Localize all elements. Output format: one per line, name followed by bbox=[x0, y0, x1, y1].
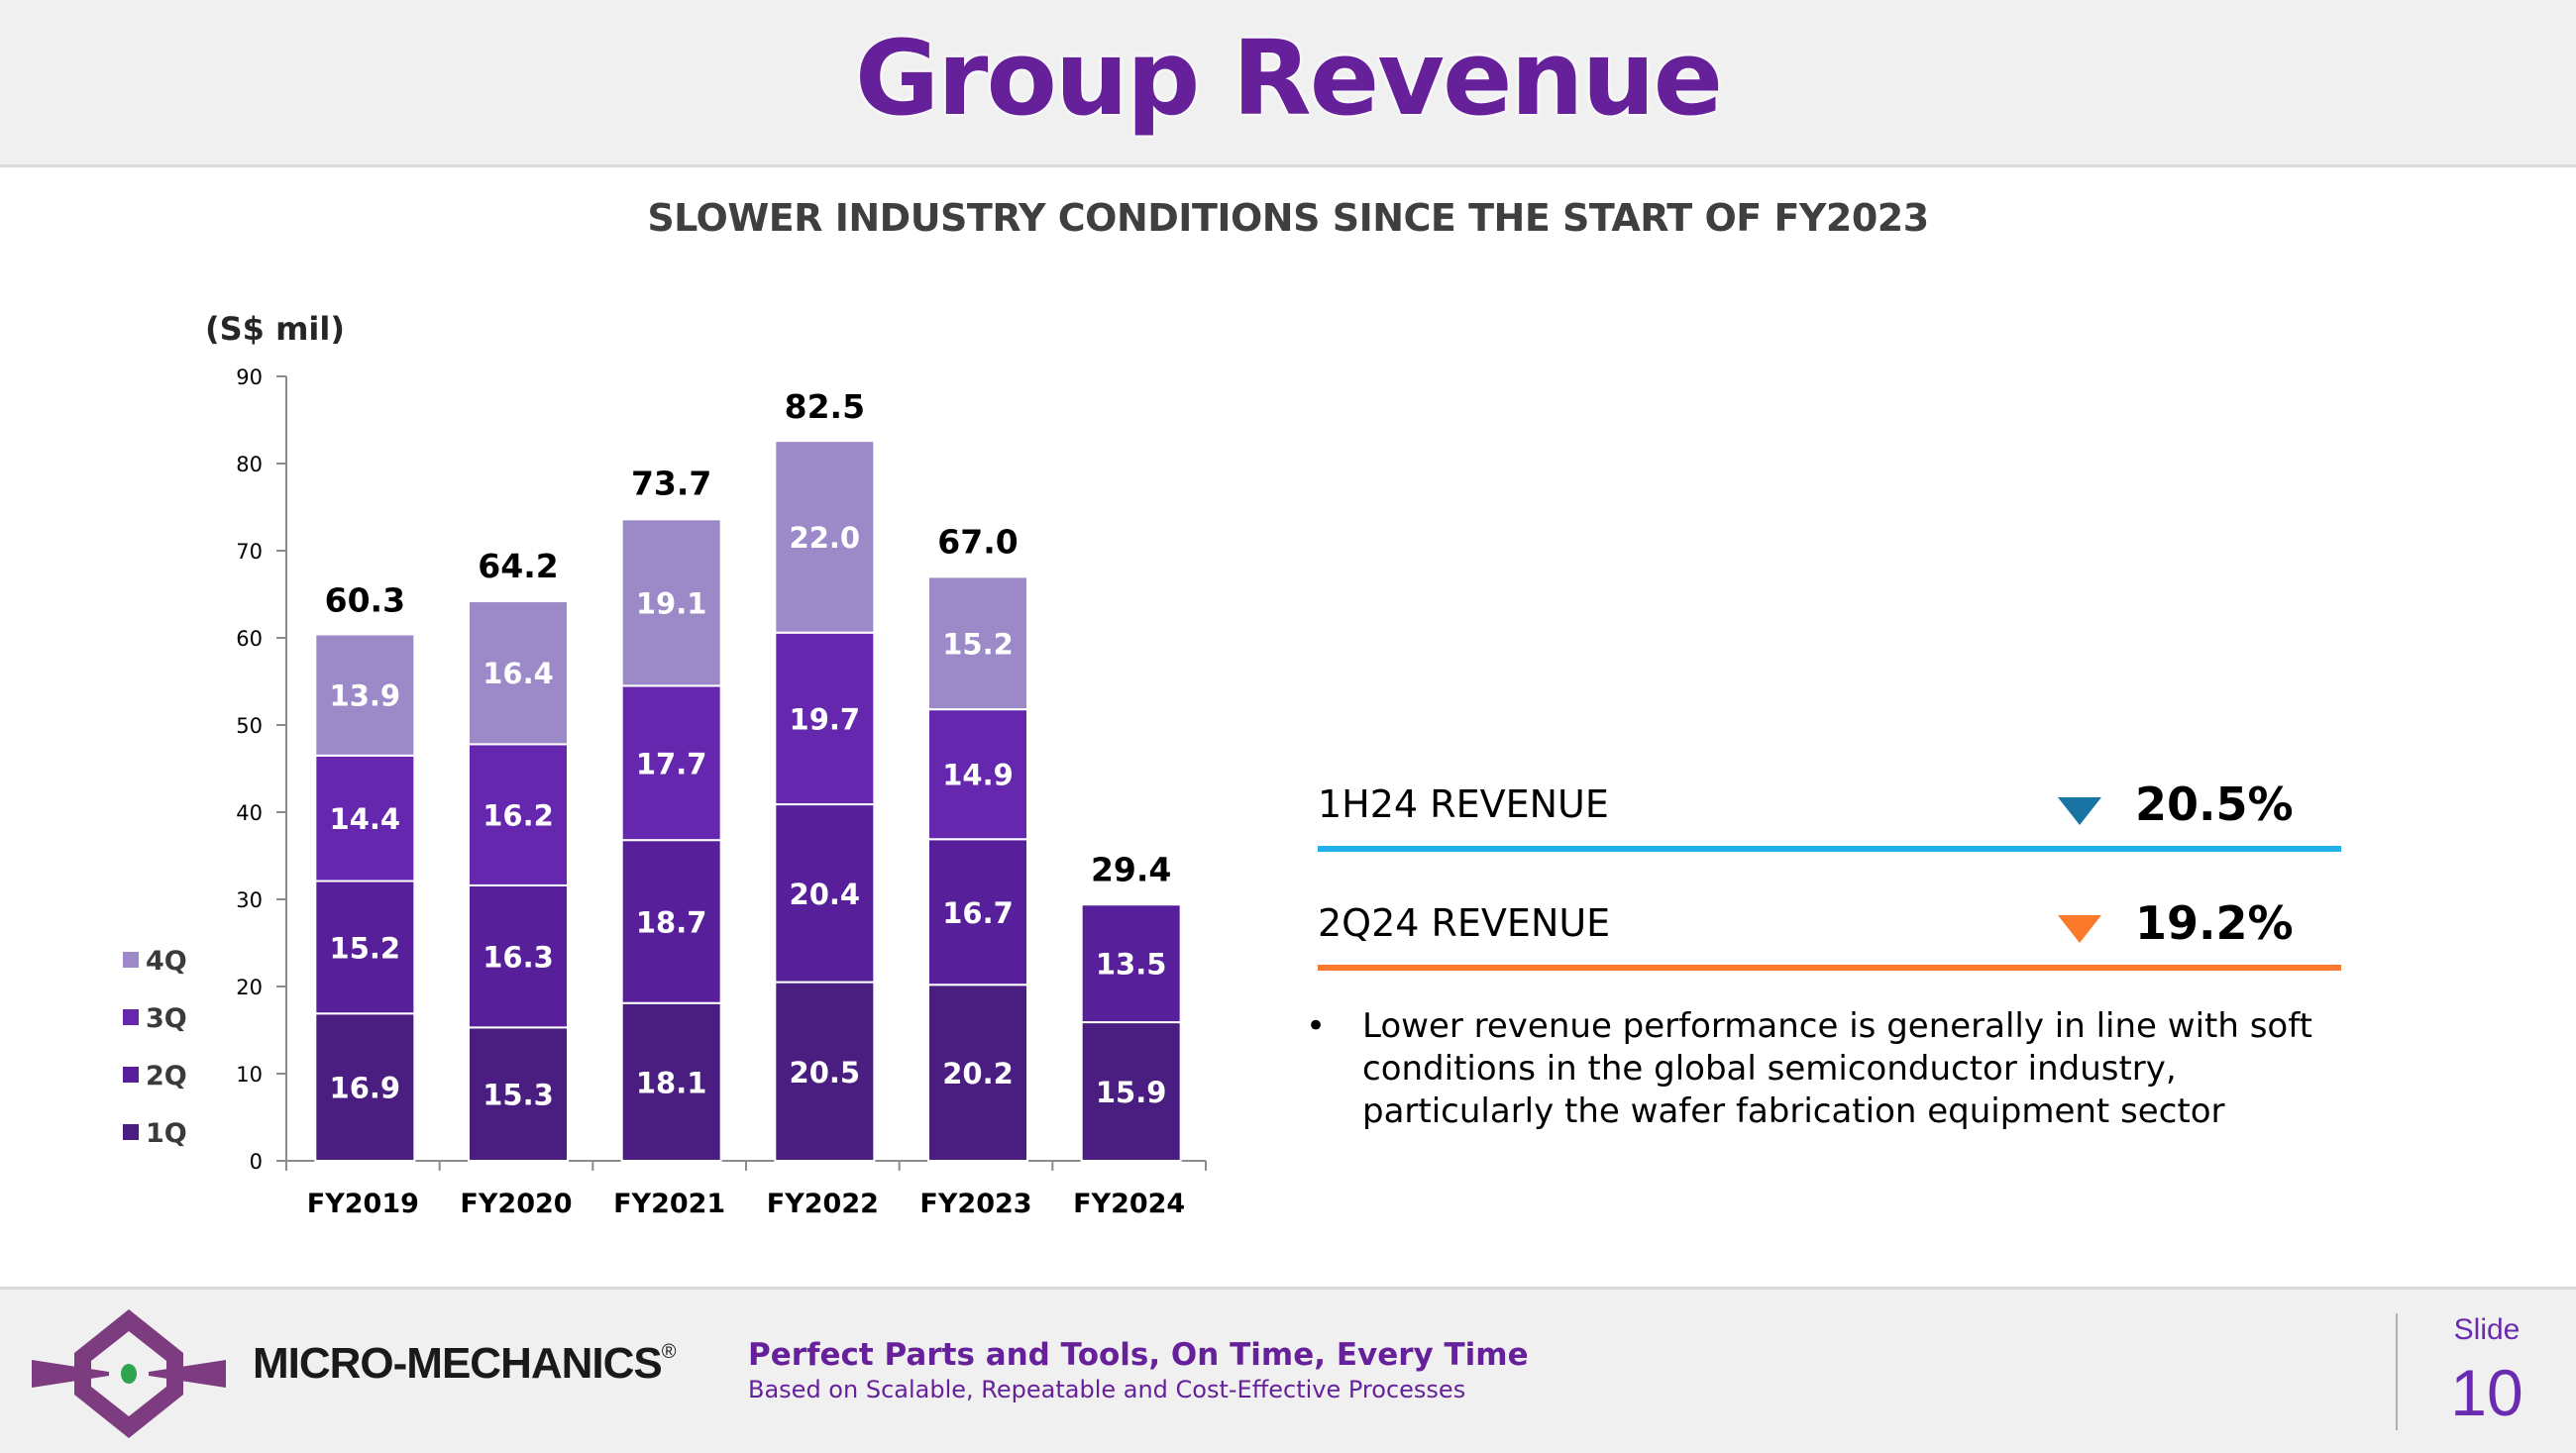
x-tick-label: FY2020 bbox=[460, 1189, 572, 1219]
y-tick-label: 40 bbox=[236, 801, 263, 825]
bar-total-label: 64.2 bbox=[478, 547, 558, 585]
y-tick-label: 50 bbox=[236, 714, 263, 738]
x-tick-label: FY2023 bbox=[919, 1189, 1031, 1219]
bar-value-label: 16.3 bbox=[483, 941, 554, 975]
brand-text: MICRO-MECHANICS bbox=[253, 1339, 663, 1388]
legend-label-4q: 4Q bbox=[146, 946, 187, 977]
bar-segment-4q bbox=[620, 518, 722, 687]
bar-segment-2q bbox=[927, 838, 1028, 986]
bar-value-label: 18.1 bbox=[636, 1066, 707, 1099]
bar-value-label: 16.7 bbox=[942, 896, 1014, 930]
bar-value-label: 15.2 bbox=[942, 627, 1014, 661]
y-tick-label: 30 bbox=[236, 888, 263, 912]
kpi-label-1h24: 1H24 REVENUE bbox=[1318, 782, 1609, 826]
bullet-text: Lower revenue performance is generally i… bbox=[1362, 1006, 2312, 1131]
bar-value-label: 18.7 bbox=[636, 905, 707, 939]
bar-value-label: 15.2 bbox=[330, 931, 401, 965]
legend: 4Q 3Q 2Q 1Q bbox=[123, 946, 187, 1149]
kpi-divider-2q24 bbox=[1318, 965, 2341, 971]
bar-segment-2q bbox=[468, 883, 569, 1029]
x-tick-label: FY2024 bbox=[1073, 1189, 1185, 1219]
micro-mechanics-logo-icon bbox=[32, 1309, 226, 1438]
legend-swatch-2q bbox=[123, 1067, 139, 1083]
bar-segment-4q bbox=[468, 600, 569, 746]
bar-value-label: 20.5 bbox=[790, 1056, 861, 1090]
bar-value-label: 22.0 bbox=[790, 521, 861, 555]
bar-total-label: 73.7 bbox=[631, 464, 711, 502]
y-tick-label: 70 bbox=[236, 540, 263, 564]
bar-value-label: 20.4 bbox=[790, 878, 861, 911]
bar-total-label: 67.0 bbox=[937, 522, 1018, 561]
bar-segment-4q bbox=[927, 575, 1028, 711]
down-arrow-icon bbox=[2058, 797, 2101, 825]
bar-segment-1q bbox=[468, 1026, 569, 1162]
footer-divider bbox=[2396, 1313, 2398, 1430]
bar-value-label: 13.9 bbox=[330, 679, 401, 713]
slide-header bbox=[0, 0, 2576, 167]
bar-segment-2q bbox=[774, 803, 876, 984]
y-tick-label: 10 bbox=[236, 1063, 263, 1087]
x-tick-label: FY2021 bbox=[613, 1189, 725, 1219]
bar-segment-3q bbox=[620, 684, 722, 842]
bar-total-label: 82.5 bbox=[785, 387, 865, 426]
brand-name: MICRO-MECHANICS® bbox=[253, 1339, 676, 1389]
slide-footer bbox=[0, 1287, 2576, 1453]
bar-value-label: 19.7 bbox=[790, 702, 861, 736]
bar-total-label: 29.4 bbox=[1091, 850, 1171, 888]
x-tick-label: FY2022 bbox=[767, 1189, 879, 1219]
y-tick-label: 80 bbox=[236, 453, 263, 476]
bar-value-label: 16.4 bbox=[483, 657, 554, 690]
bar-value-label: 20.2 bbox=[942, 1057, 1014, 1090]
legend-swatch-1q bbox=[123, 1124, 139, 1140]
kpi-value-1h24: 20.5% bbox=[2135, 778, 2294, 831]
bar-value-label: 17.7 bbox=[636, 747, 707, 780]
bar-segment-2q bbox=[1080, 903, 1182, 1024]
bar-segment-1q bbox=[927, 984, 1028, 1162]
y-axis: 0 10 20 30 40 50 60 70 80 90 bbox=[236, 365, 287, 1174]
bar-segment-3q bbox=[774, 631, 876, 806]
kpi-label-2q24: 2Q24 REVENUE bbox=[1318, 901, 1611, 945]
legend-label-2q: 2Q bbox=[146, 1061, 187, 1091]
bar-value-label: 14.9 bbox=[942, 759, 1014, 792]
registered-mark: ® bbox=[661, 1341, 677, 1363]
legend-swatch-3q bbox=[123, 1009, 139, 1025]
bar-segment-4q bbox=[774, 440, 876, 634]
tagline: Perfect Parts and Tools, On Time, Every … bbox=[748, 1337, 1529, 1373]
bar-segment-4q bbox=[314, 633, 416, 757]
chart-subtitle: SLOWER INDUSTRY CONDITIONS SINCE THE STA… bbox=[647, 196, 1929, 240]
bars: 16.9 15.2 14.4 13.9 60.3 15.3 16.3 16.2 16.4 64.2… bbox=[314, 387, 1182, 1163]
revenue-stacked-bar-chart: (S$ mil) 0 10 20 30 40 50 60 70 80 90 FY2019 FY202… bbox=[123, 310, 1207, 1219]
sub-tagline: Based on Scalable, Repeatable and Cost-E… bbox=[748, 1376, 1466, 1403]
bar-value-label: 16.2 bbox=[483, 799, 554, 833]
kpi-value-2q24: 19.2% bbox=[2135, 896, 2294, 950]
kpi-divider-1h24 bbox=[1318, 846, 2341, 852]
legend-swatch-4q bbox=[123, 952, 139, 968]
bar-segment-3q bbox=[468, 743, 569, 886]
bullet-icon: • bbox=[1306, 1006, 1327, 1046]
y-tick-label: 90 bbox=[236, 365, 263, 389]
down-arrow-icon bbox=[2058, 915, 2101, 943]
bar-segment-1q bbox=[314, 1012, 416, 1163]
bar-value-label: 13.5 bbox=[1096, 948, 1167, 982]
y-tick-label: 60 bbox=[236, 627, 263, 651]
x-tick-label: FY2019 bbox=[307, 1189, 419, 1219]
page-title: Group Revenue bbox=[854, 18, 1723, 139]
legend-label-3q: 3Q bbox=[146, 1003, 187, 1034]
y-axis-label: (S$ mil) bbox=[205, 310, 345, 348]
bar-value-label: 15.9 bbox=[1096, 1076, 1167, 1109]
legend-label-1q: 1Q bbox=[146, 1118, 187, 1149]
bar-segment-1q bbox=[1080, 1021, 1182, 1162]
slide-number: 10 bbox=[2450, 1356, 2523, 1429]
bar-segment-3q bbox=[927, 708, 1028, 841]
bar-value-label: 16.9 bbox=[330, 1072, 401, 1105]
y-tick-label: 0 bbox=[250, 1150, 263, 1174]
bar-total-label: 60.3 bbox=[325, 580, 405, 619]
bar-segment-1q bbox=[620, 1001, 722, 1162]
y-tick-label: 20 bbox=[236, 976, 263, 999]
bar-value-label: 14.4 bbox=[330, 802, 401, 836]
slide-label: Slide bbox=[2453, 1313, 2521, 1346]
bar-value-label: 19.1 bbox=[636, 586, 707, 620]
bar-value-label: 15.3 bbox=[483, 1079, 554, 1112]
x-axis: FY2019 FY2020 FY2021 FY2022 FY2023 FY2024 bbox=[276, 1160, 1207, 1219]
